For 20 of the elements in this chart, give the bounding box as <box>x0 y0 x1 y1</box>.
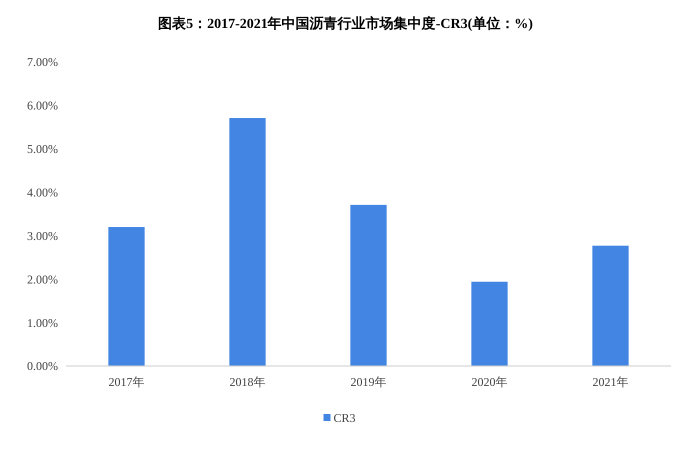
y-tick-label: 0.00% <box>27 359 58 374</box>
y-tick-label: 3.00% <box>27 228 58 243</box>
y-tick-label: 5.00% <box>27 142 58 156</box>
bar <box>229 118 266 366</box>
x-tick-label: 2020年 <box>472 375 508 389</box>
x-tick-label: 2021年 <box>592 375 628 389</box>
y-tick-label: 2.00% <box>27 272 58 286</box>
x-tick-label: 2017年 <box>108 375 144 389</box>
chart-title: 图表5：2017-2021年中国沥青行业市场集中度-CR3(单位：%) <box>158 15 534 32</box>
y-tick-label: 4.00% <box>27 185 58 200</box>
y-tick-label: 6.00% <box>27 98 58 113</box>
bar <box>471 282 508 366</box>
legend-label: CR3 <box>334 411 356 426</box>
bar <box>108 227 145 366</box>
bar <box>350 204 387 366</box>
y-tick-label: 1.00% <box>27 316 58 330</box>
bar <box>592 246 629 366</box>
x-tick-label: 2019年 <box>350 375 386 389</box>
x-tick-label: 2018年 <box>230 375 266 389</box>
y-tick-label: 7.00% <box>27 55 58 70</box>
